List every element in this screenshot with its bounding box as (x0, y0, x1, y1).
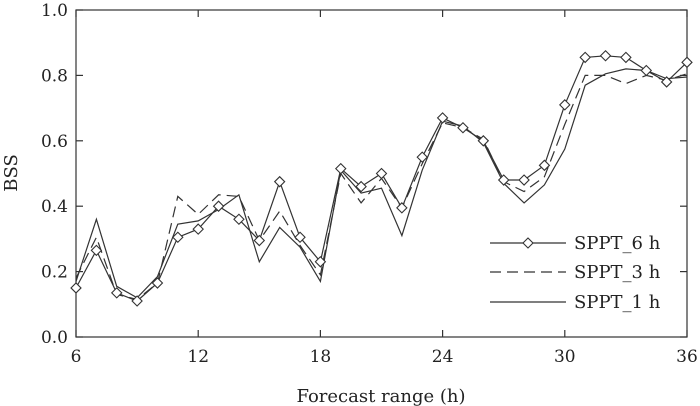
y-tick-label: 0.0 (41, 328, 68, 348)
series-point (416, 151, 429, 163)
series-point (314, 256, 327, 268)
x-axis-title: Forecast range (h) (296, 386, 465, 406)
legend: SPPT_6 h SPPT_3 h SPPT_1 h (490, 233, 661, 313)
y-tick-label: 0.6 (41, 132, 68, 152)
series-point (172, 231, 184, 244)
y-tick-label: 0.4 (41, 197, 68, 217)
series-point (375, 167, 388, 180)
series-point (681, 56, 693, 69)
series-point (436, 112, 449, 124)
series-point (192, 223, 204, 235)
plot-frame (75, 9, 688, 338)
series-point (457, 121, 469, 134)
series-point (579, 51, 591, 64)
series-point (660, 76, 673, 88)
series-point (294, 231, 306, 244)
x-tick-label: 6 (71, 347, 82, 367)
series-point (477, 135, 490, 147)
x-ticks: 6 12 18 24 30 36 (71, 10, 698, 367)
y-tick-label: 0.2 (41, 263, 68, 283)
series-layer (70, 50, 693, 307)
series-point (396, 202, 408, 214)
series-point (131, 295, 143, 307)
series-point (110, 287, 123, 299)
series-point (253, 234, 266, 247)
series-point (518, 174, 530, 186)
y-axis-title: BSS (1, 154, 22, 192)
series-point (538, 159, 551, 172)
series-line (75, 68, 688, 299)
y-ticks: 0.0 0.2 0.4 0.6 0.8 1.0 (41, 1, 687, 348)
x-tick-label: 24 (432, 347, 454, 367)
series-point (151, 277, 164, 289)
series-1 (70, 50, 693, 307)
y-tick-label: 1.0 (41, 1, 68, 21)
legend-label: SPPT_1 h (574, 292, 661, 313)
series-point (233, 213, 245, 226)
x-tick-label: 18 (310, 347, 332, 367)
legend-marker (522, 237, 534, 249)
series-point (334, 162, 347, 175)
legend-label: SPPT_3 h (574, 262, 661, 283)
series-point (212, 200, 225, 212)
series-point (70, 282, 82, 294)
x-tick-label: 30 (554, 347, 576, 367)
series-point (355, 180, 367, 193)
x-tick-label: 12 (187, 347, 209, 367)
series-point (599, 50, 612, 62)
series-point (620, 51, 632, 64)
series-point (273, 175, 286, 188)
series-point (559, 99, 571, 111)
series-point (640, 64, 653, 77)
series-point (497, 174, 510, 186)
legend-label: SPPT_6 h (574, 233, 661, 254)
y-tick-label: 0.8 (41, 66, 68, 86)
series-point (90, 244, 103, 257)
x-tick-label: 36 (676, 347, 698, 367)
series-3 (75, 68, 688, 299)
